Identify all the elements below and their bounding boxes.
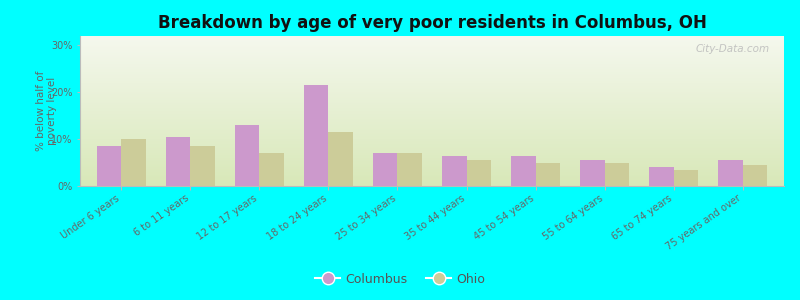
Bar	[466, 160, 490, 186]
Bar	[580, 160, 605, 186]
Bar	[650, 167, 674, 186]
Bar	[166, 137, 190, 186]
Bar	[235, 125, 259, 186]
Bar	[442, 155, 466, 186]
Bar	[374, 153, 398, 186]
Bar	[98, 146, 122, 186]
Bar	[535, 163, 560, 186]
Bar	[190, 146, 214, 186]
Bar	[605, 163, 629, 186]
Bar	[329, 132, 353, 186]
Y-axis label: % below half of
poverty level: % below half of poverty level	[36, 71, 58, 151]
Bar	[259, 153, 284, 186]
Bar	[122, 139, 146, 186]
Text: City-Data.com: City-Data.com	[696, 44, 770, 53]
Bar	[398, 153, 422, 186]
Bar	[674, 169, 698, 186]
Bar	[718, 160, 742, 186]
Bar	[742, 165, 766, 186]
Legend: Columbus, Ohio: Columbus, Ohio	[310, 268, 490, 291]
Title: Breakdown by age of very poor residents in Columbus, OH: Breakdown by age of very poor residents …	[158, 14, 706, 32]
Bar	[304, 85, 329, 186]
Bar	[511, 155, 535, 186]
